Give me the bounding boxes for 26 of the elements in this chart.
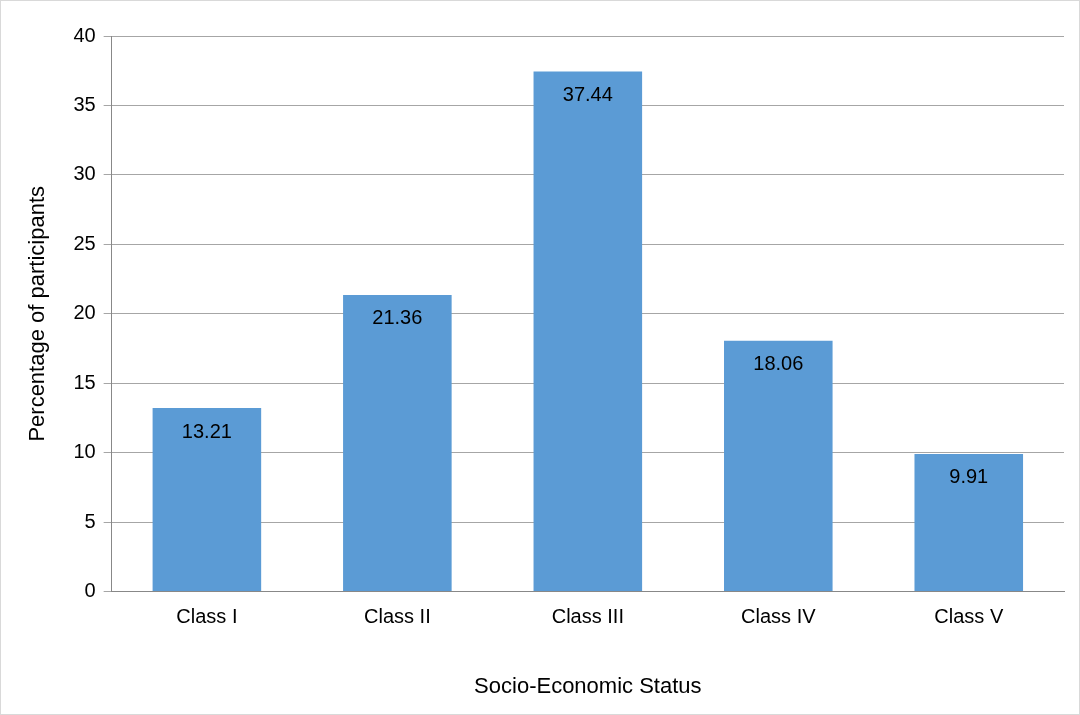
bar bbox=[914, 453, 1024, 592]
data-label: 13.21 bbox=[181, 419, 232, 442]
y-tick-label: 40 bbox=[73, 23, 96, 46]
data-label: 37.44 bbox=[562, 83, 613, 106]
y-tick-label: 35 bbox=[73, 92, 96, 115]
data-label: 18.06 bbox=[753, 352, 804, 375]
y-tick-label: 15 bbox=[73, 370, 96, 393]
x-axis-title: Socio-Economic Status bbox=[474, 672, 702, 698]
y-tick-label: 10 bbox=[73, 440, 96, 463]
bar bbox=[724, 340, 833, 592]
y-axis-title: Percentage of participants bbox=[24, 186, 50, 442]
x-tick-label: Class III bbox=[551, 605, 624, 628]
y-tick-label: 5 bbox=[84, 509, 96, 532]
x-tick-label: Class V bbox=[934, 605, 1004, 628]
y-tick-label: 0 bbox=[84, 579, 96, 602]
x-tick-label: Class IV bbox=[741, 605, 817, 628]
x-tick-label: Class I bbox=[176, 605, 238, 628]
data-label: 9.91 bbox=[949, 465, 989, 488]
x-tick-label: Class II bbox=[364, 605, 431, 628]
data-label: 21.36 bbox=[372, 306, 423, 329]
bar bbox=[533, 71, 643, 592]
y-tick-label: 20 bbox=[73, 301, 96, 324]
bar bbox=[152, 408, 262, 592]
y-tick-label: 25 bbox=[73, 231, 96, 254]
bar bbox=[343, 294, 452, 592]
y-tick-label: 30 bbox=[73, 162, 96, 185]
